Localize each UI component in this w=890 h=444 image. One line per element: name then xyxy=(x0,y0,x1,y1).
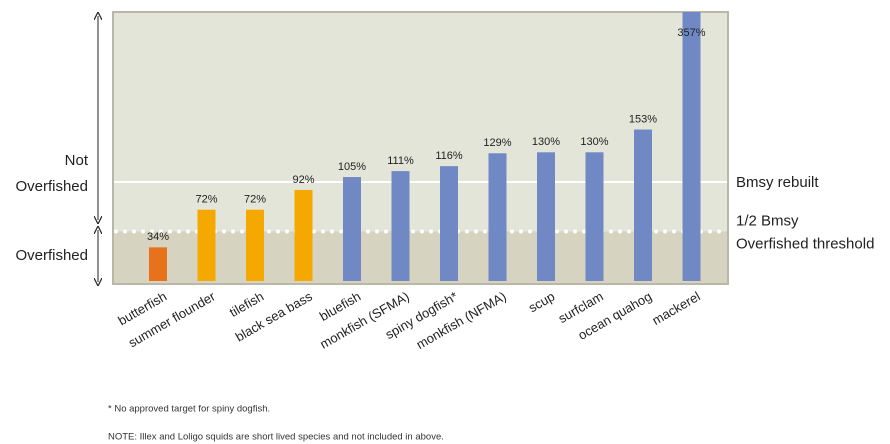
bar xyxy=(294,189,313,281)
zone-label: Overfished xyxy=(15,247,88,264)
value-label: 111% xyxy=(387,155,414,167)
bar xyxy=(149,247,167,281)
bar xyxy=(488,153,507,281)
value-label: 72% xyxy=(195,194,217,206)
x-tick-label: scup xyxy=(526,289,557,316)
value-label: 153% xyxy=(629,113,657,125)
value-label: 34% xyxy=(147,231,169,243)
zone-label: Not Overfished xyxy=(15,152,88,195)
value-label: 130% xyxy=(580,136,608,148)
value-label: 357% xyxy=(677,27,705,39)
footnote: * No approved target for spiny dogfish. xyxy=(108,404,270,415)
bar xyxy=(585,152,604,281)
value-label: 92% xyxy=(292,174,314,186)
bar xyxy=(246,209,264,281)
reference-label: Overfished threshold xyxy=(736,235,874,252)
value-label: 129% xyxy=(483,137,511,149)
bars xyxy=(149,12,701,281)
value-label: 72% xyxy=(244,194,266,206)
footnote: NOTE: Illex and Loligo squids are short … xyxy=(108,432,444,443)
reference-label: Bmsy rebuilt xyxy=(736,174,819,191)
bar xyxy=(537,152,555,281)
value-label: 105% xyxy=(338,161,366,173)
bar xyxy=(682,12,701,281)
x-tick-label: mackerel xyxy=(650,289,703,328)
plot-border xyxy=(112,11,729,285)
bar xyxy=(634,129,652,281)
x-tick-label: monkfish (NFMA) xyxy=(414,289,509,353)
bar xyxy=(197,209,216,281)
x-tick-label: summer flounder xyxy=(126,288,219,350)
bar xyxy=(391,171,410,281)
value-label: 130% xyxy=(532,136,560,148)
value-label: 116% xyxy=(435,150,463,162)
reference-label: 1/2 Bmsy xyxy=(736,212,799,229)
bar xyxy=(440,166,458,281)
bar xyxy=(343,177,361,281)
